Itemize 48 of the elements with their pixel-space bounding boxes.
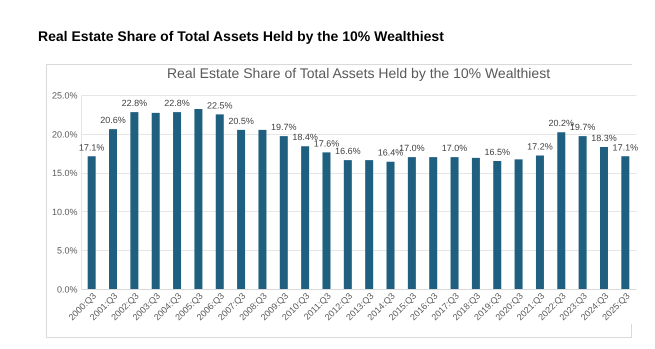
data-label: 16.6% xyxy=(335,146,361,156)
bar xyxy=(322,152,330,289)
data-label: 17.1% xyxy=(78,142,104,152)
bar xyxy=(450,157,459,289)
bar xyxy=(600,146,608,289)
bar xyxy=(152,112,160,289)
data-label: 17.2% xyxy=(527,142,553,152)
bar xyxy=(344,160,352,289)
y-tick-label: 10.0% xyxy=(52,206,78,217)
bar xyxy=(109,129,118,289)
bar xyxy=(365,160,374,289)
bar xyxy=(301,146,310,289)
bar xyxy=(578,136,587,289)
data-label: 18.3% xyxy=(591,132,617,143)
bar xyxy=(216,114,224,289)
y-tick-label: 25.0% xyxy=(52,90,78,100)
data-label: 17.0% xyxy=(442,143,468,154)
bar xyxy=(88,156,96,289)
y-tick-label: 5.0% xyxy=(56,246,78,256)
chart-title: Real Estate Share of Total Assets Held by the 10% Wealthiest xyxy=(38,28,444,44)
data-label: 22.8% xyxy=(164,98,190,108)
bar xyxy=(621,156,630,289)
y-tick-label: 15.0% xyxy=(52,168,78,178)
bar xyxy=(258,130,266,289)
data-label: 22.5% xyxy=(206,100,233,110)
data-label: 16.5% xyxy=(484,146,510,157)
data-label: 20.5% xyxy=(228,116,254,126)
y-tick-label: 0.0% xyxy=(56,284,78,294)
bar xyxy=(194,108,202,289)
bar xyxy=(130,112,138,289)
bar xyxy=(173,112,182,289)
chart-subtitle: Real Estate Share of Total Assets Held by the 10% Wealthiest xyxy=(166,65,550,81)
bar xyxy=(493,160,502,289)
data-label: 16.4% xyxy=(378,148,404,158)
bar xyxy=(280,136,288,289)
bar xyxy=(408,157,416,289)
data-label: 22.8% xyxy=(122,98,148,108)
data-label: 19.7% xyxy=(271,122,297,132)
bar xyxy=(536,156,544,289)
data-label: 20.6% xyxy=(100,115,126,126)
bar xyxy=(472,158,480,289)
bar xyxy=(237,130,246,289)
bar xyxy=(557,132,566,289)
bar xyxy=(386,162,395,289)
data-label: 17.1% xyxy=(612,142,638,152)
y-tick-label: 20.0% xyxy=(52,129,78,140)
bar xyxy=(514,159,523,289)
bar xyxy=(429,157,438,289)
